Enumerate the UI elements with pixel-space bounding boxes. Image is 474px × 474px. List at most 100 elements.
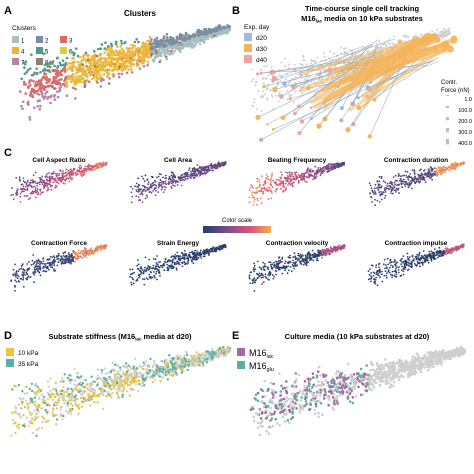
feature-point xyxy=(58,174,60,177)
cluster-point xyxy=(71,51,75,54)
feature-point xyxy=(422,176,425,179)
cluster-swatch xyxy=(60,36,67,43)
feature-point xyxy=(46,262,49,265)
feature-point xyxy=(136,190,138,193)
feature-point xyxy=(205,172,208,175)
cluster-point xyxy=(85,72,89,76)
feature-point xyxy=(26,188,29,191)
cluster-point xyxy=(150,44,154,48)
feature-point xyxy=(373,190,376,192)
feature-point xyxy=(152,264,155,267)
cluster-point xyxy=(179,50,182,53)
trajectory-point xyxy=(269,69,275,75)
feature-point xyxy=(444,171,447,174)
feature-point xyxy=(394,179,397,182)
feature-point xyxy=(81,171,84,174)
feature-point xyxy=(148,273,151,276)
background-point xyxy=(368,50,371,53)
feature-point xyxy=(138,184,141,187)
feature-point xyxy=(271,186,274,188)
feature-point xyxy=(303,177,305,180)
feature-point xyxy=(54,172,57,175)
feature-point xyxy=(154,181,157,183)
feature-point xyxy=(199,255,202,257)
feature-point xyxy=(132,282,135,285)
feature-point xyxy=(187,175,190,178)
feature-point xyxy=(151,276,154,279)
feature-point xyxy=(47,186,49,189)
cluster-point xyxy=(83,82,87,86)
cluster-point xyxy=(55,57,59,60)
feature-point xyxy=(14,263,16,266)
feature-point xyxy=(290,171,293,174)
feature-point xyxy=(145,277,148,279)
background-point xyxy=(431,30,434,33)
feature-point xyxy=(423,178,426,181)
cluster-point xyxy=(71,65,74,69)
feature-point xyxy=(82,174,85,177)
trajectory-point xyxy=(372,97,377,102)
feature-point xyxy=(19,195,22,198)
feature-point xyxy=(45,185,47,188)
feature-point xyxy=(398,183,400,186)
feature-point xyxy=(105,161,108,164)
cluster-point xyxy=(92,76,96,79)
feature-map: Contraction Force xyxy=(10,240,108,292)
cluster-point xyxy=(41,95,44,98)
cluster-point xyxy=(100,68,103,72)
trajectory-point xyxy=(280,115,286,121)
cluster-point xyxy=(205,31,208,35)
feature-point xyxy=(167,269,170,272)
background-point xyxy=(302,56,305,58)
panel-b: B Time-course single cell tracking M16la… xyxy=(232,4,472,147)
feature-point xyxy=(186,178,189,180)
feature-point xyxy=(130,283,133,286)
feature-point xyxy=(148,191,151,194)
feature-point xyxy=(18,176,21,179)
trajectory-point xyxy=(271,75,277,82)
cluster-point xyxy=(146,61,150,64)
feature-point xyxy=(270,197,273,200)
feature-point xyxy=(162,182,165,185)
feature-point xyxy=(76,173,79,176)
feature-point xyxy=(151,175,153,178)
background-point xyxy=(331,58,334,61)
feature-point xyxy=(155,265,157,267)
feature-point xyxy=(321,256,323,259)
feature-point xyxy=(39,181,41,184)
cluster-point xyxy=(58,61,62,65)
background-point xyxy=(250,80,253,83)
cluster-point xyxy=(105,47,109,51)
feature-point xyxy=(275,183,278,186)
feature-point xyxy=(285,187,287,190)
feature-point xyxy=(42,265,45,268)
feature-point xyxy=(205,171,208,173)
feature-point xyxy=(24,274,26,276)
feature-point xyxy=(199,172,202,174)
feature-point xyxy=(144,174,147,177)
cluster-point xyxy=(181,45,184,48)
feature-point xyxy=(410,181,413,184)
cluster-point xyxy=(178,41,182,45)
feature-point xyxy=(42,262,44,265)
feature-point xyxy=(193,251,195,254)
feature-point xyxy=(317,169,320,172)
cluster-point xyxy=(184,38,187,42)
feature-point xyxy=(181,265,184,268)
feature-point xyxy=(380,175,383,178)
cluster-point xyxy=(74,83,77,86)
feature-point xyxy=(16,189,18,192)
cluster-point xyxy=(58,89,61,93)
feature-point xyxy=(147,183,149,186)
background-point xyxy=(346,52,349,55)
feature-point xyxy=(143,185,146,188)
cluster-point xyxy=(120,39,123,43)
feature-point xyxy=(332,163,335,166)
feature-point xyxy=(431,178,434,181)
cluster-point xyxy=(213,34,216,37)
cluster-point xyxy=(146,63,149,67)
feature-point xyxy=(31,179,34,181)
trajectory-point xyxy=(367,134,372,139)
cluster-point xyxy=(142,56,146,59)
feature-point xyxy=(74,260,77,263)
